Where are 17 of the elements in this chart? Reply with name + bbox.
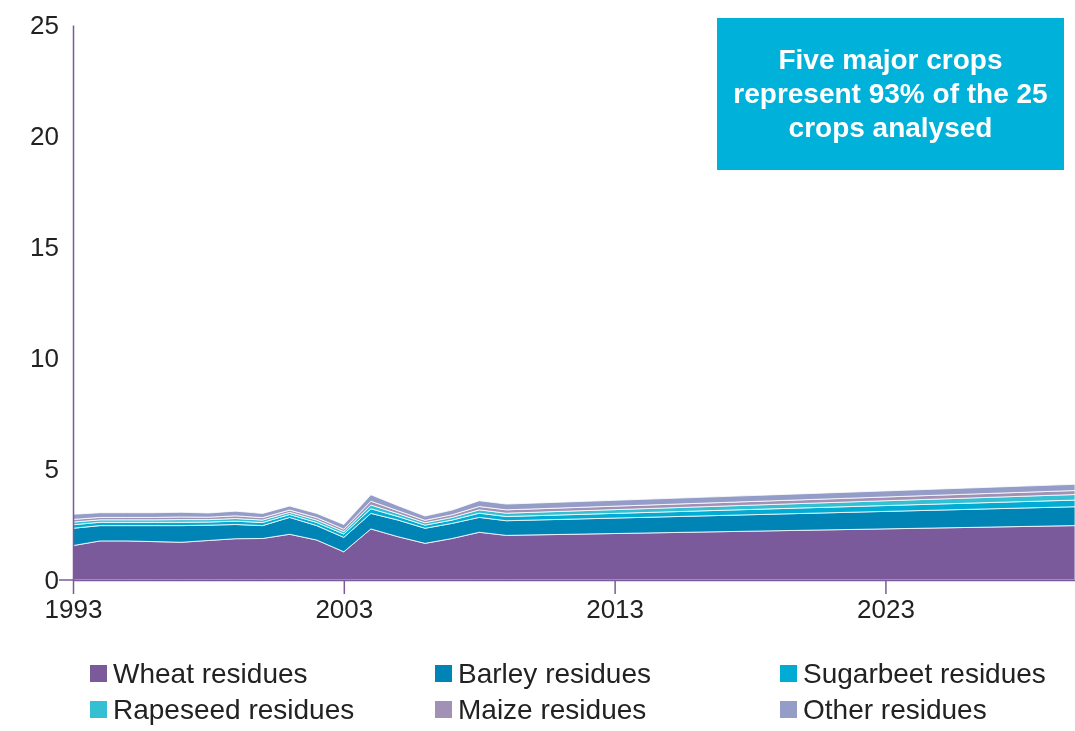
x-tick-label: 2023	[857, 594, 915, 625]
legend-label: Other residues	[803, 694, 987, 725]
legend-label: Rapeseed residues	[113, 694, 355, 725]
y-tick-label: 0	[44, 564, 59, 595]
legend-label: Maize residues	[458, 694, 647, 725]
y-tick-label: 20	[30, 120, 59, 151]
legend-label: Wheat residues	[113, 658, 308, 689]
y-tick-label: 10	[30, 342, 59, 373]
x-tick-label: 1993	[44, 594, 103, 625]
legend-label: Barley residues	[458, 658, 651, 689]
x-tick-label: 2013	[586, 594, 645, 625]
y-tick-label: 5	[44, 453, 59, 484]
x-tick-label: 2003	[315, 594, 374, 625]
y-tick-label: 25	[30, 9, 59, 40]
y-tick-label: 15	[30, 231, 59, 262]
legend-label: Sugarbeet residues	[803, 658, 1046, 689]
annotation: Five major crops represent 93% of the 25 crops analysed	[733, 44, 1048, 143]
